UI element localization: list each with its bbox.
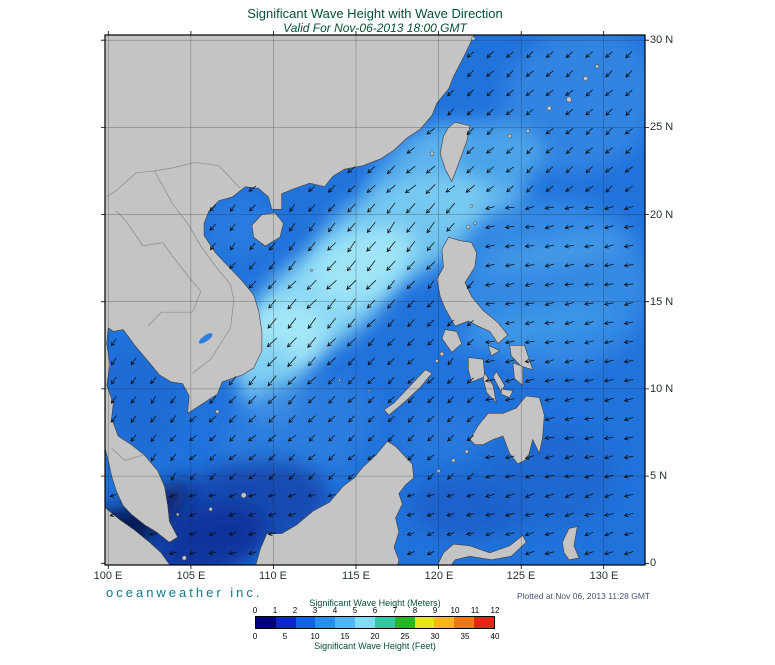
legend-color-segment xyxy=(474,617,494,628)
legend-color-segment xyxy=(374,617,395,628)
legend-color-segment xyxy=(335,617,356,628)
legend-feet-tick: 15 xyxy=(340,632,350,641)
plotted-timestamp: Plotted at Nov 06, 2013 11:28 GMT xyxy=(517,591,651,601)
wave-height-shade xyxy=(480,235,629,271)
legend-meters-title: Significant Wave Height (Meters) xyxy=(309,598,441,608)
lat-tick-label: 10 N xyxy=(650,383,674,395)
legend-color-segment xyxy=(454,617,475,628)
lat-tick-label: 30 N xyxy=(650,34,674,46)
legend-feet-tick: 0 xyxy=(252,632,258,641)
axis-ticks xyxy=(101,31,649,569)
legend-meters-tick: 8 xyxy=(412,606,418,615)
wave-height-shade xyxy=(206,196,271,257)
legend-feet-tick: 25 xyxy=(400,632,410,641)
legend-color-segment xyxy=(315,617,336,628)
legend-color-segment xyxy=(275,617,296,628)
lat-tick-label: 5 N xyxy=(650,470,668,482)
legend-feet-tick: 5 xyxy=(282,632,288,641)
legend-feet-tick: 35 xyxy=(460,632,470,641)
wave-height-shade xyxy=(314,225,415,302)
legend-color-segment xyxy=(256,617,276,628)
legend-meters-tick: 10 xyxy=(450,606,460,615)
oceanweather-brand: oceanweather inc. xyxy=(106,585,263,600)
lat-tick-label: 25 N xyxy=(650,121,674,133)
legend-meters-tick: 1 xyxy=(272,606,278,615)
lon-tick-label: 120 E xyxy=(424,570,454,582)
legend-meters-tick: 12 xyxy=(490,606,500,615)
page-title: Significant Wave Height with Wave Direct… xyxy=(247,6,503,21)
legend-meters-tick: 3 xyxy=(312,606,318,615)
legend-color-segment xyxy=(434,617,455,628)
wave-height-shade xyxy=(221,378,376,487)
grid-lines xyxy=(105,35,645,565)
legend-meters-tick: 6 xyxy=(372,606,378,615)
lat-tick-label: 15 N xyxy=(650,296,674,308)
legend-colorbar xyxy=(255,616,495,629)
legend-meters-tick: 5 xyxy=(352,606,358,615)
legend-color-segment xyxy=(295,617,316,628)
wave-height-shade xyxy=(403,410,484,462)
wave-height-shade xyxy=(149,503,266,565)
legend-color-segment xyxy=(394,617,415,628)
legend-feet-tick: 40 xyxy=(490,632,500,641)
lon-tick-label: 125 E xyxy=(506,570,536,582)
wave-height-shade xyxy=(501,35,645,174)
valid-time: Valid For Nov-06-2013 18:00 GMT xyxy=(283,21,467,35)
legend-color-segment xyxy=(414,617,435,628)
lon-tick-label: 110 E xyxy=(259,570,287,582)
legend-feet-tick: 10 xyxy=(310,632,320,641)
wave-direction-arrows xyxy=(109,50,634,556)
legend-color-segment xyxy=(355,617,375,628)
legend-feet-title: Significant Wave Height (Feet) xyxy=(314,641,436,651)
legend-meters-tick: 7 xyxy=(392,606,398,615)
lon-tick-label: 105 E xyxy=(176,570,206,582)
lat-tick-label: 0 xyxy=(650,557,657,569)
tonle-sap-lake xyxy=(198,333,213,344)
lon-tick-label: 130 E xyxy=(589,570,619,582)
legend-feet-tick: 20 xyxy=(370,632,380,641)
legend-feet-tick: 30 xyxy=(430,632,440,641)
legend-meters-tick: 2 xyxy=(292,606,298,615)
legend-meters-tick: 11 xyxy=(470,606,480,615)
lon-tick-label: 115 E xyxy=(342,570,370,582)
wave-height-shade xyxy=(447,303,615,349)
legend-meters-tick: 4 xyxy=(332,606,338,615)
legend-meters-tick: 0 xyxy=(252,606,258,615)
map-frame xyxy=(104,34,646,566)
lat-tick-label: 20 N xyxy=(650,209,674,221)
legend-meters-tick: 9 xyxy=(432,606,438,615)
lon-tick-label: 100 E xyxy=(93,570,123,582)
